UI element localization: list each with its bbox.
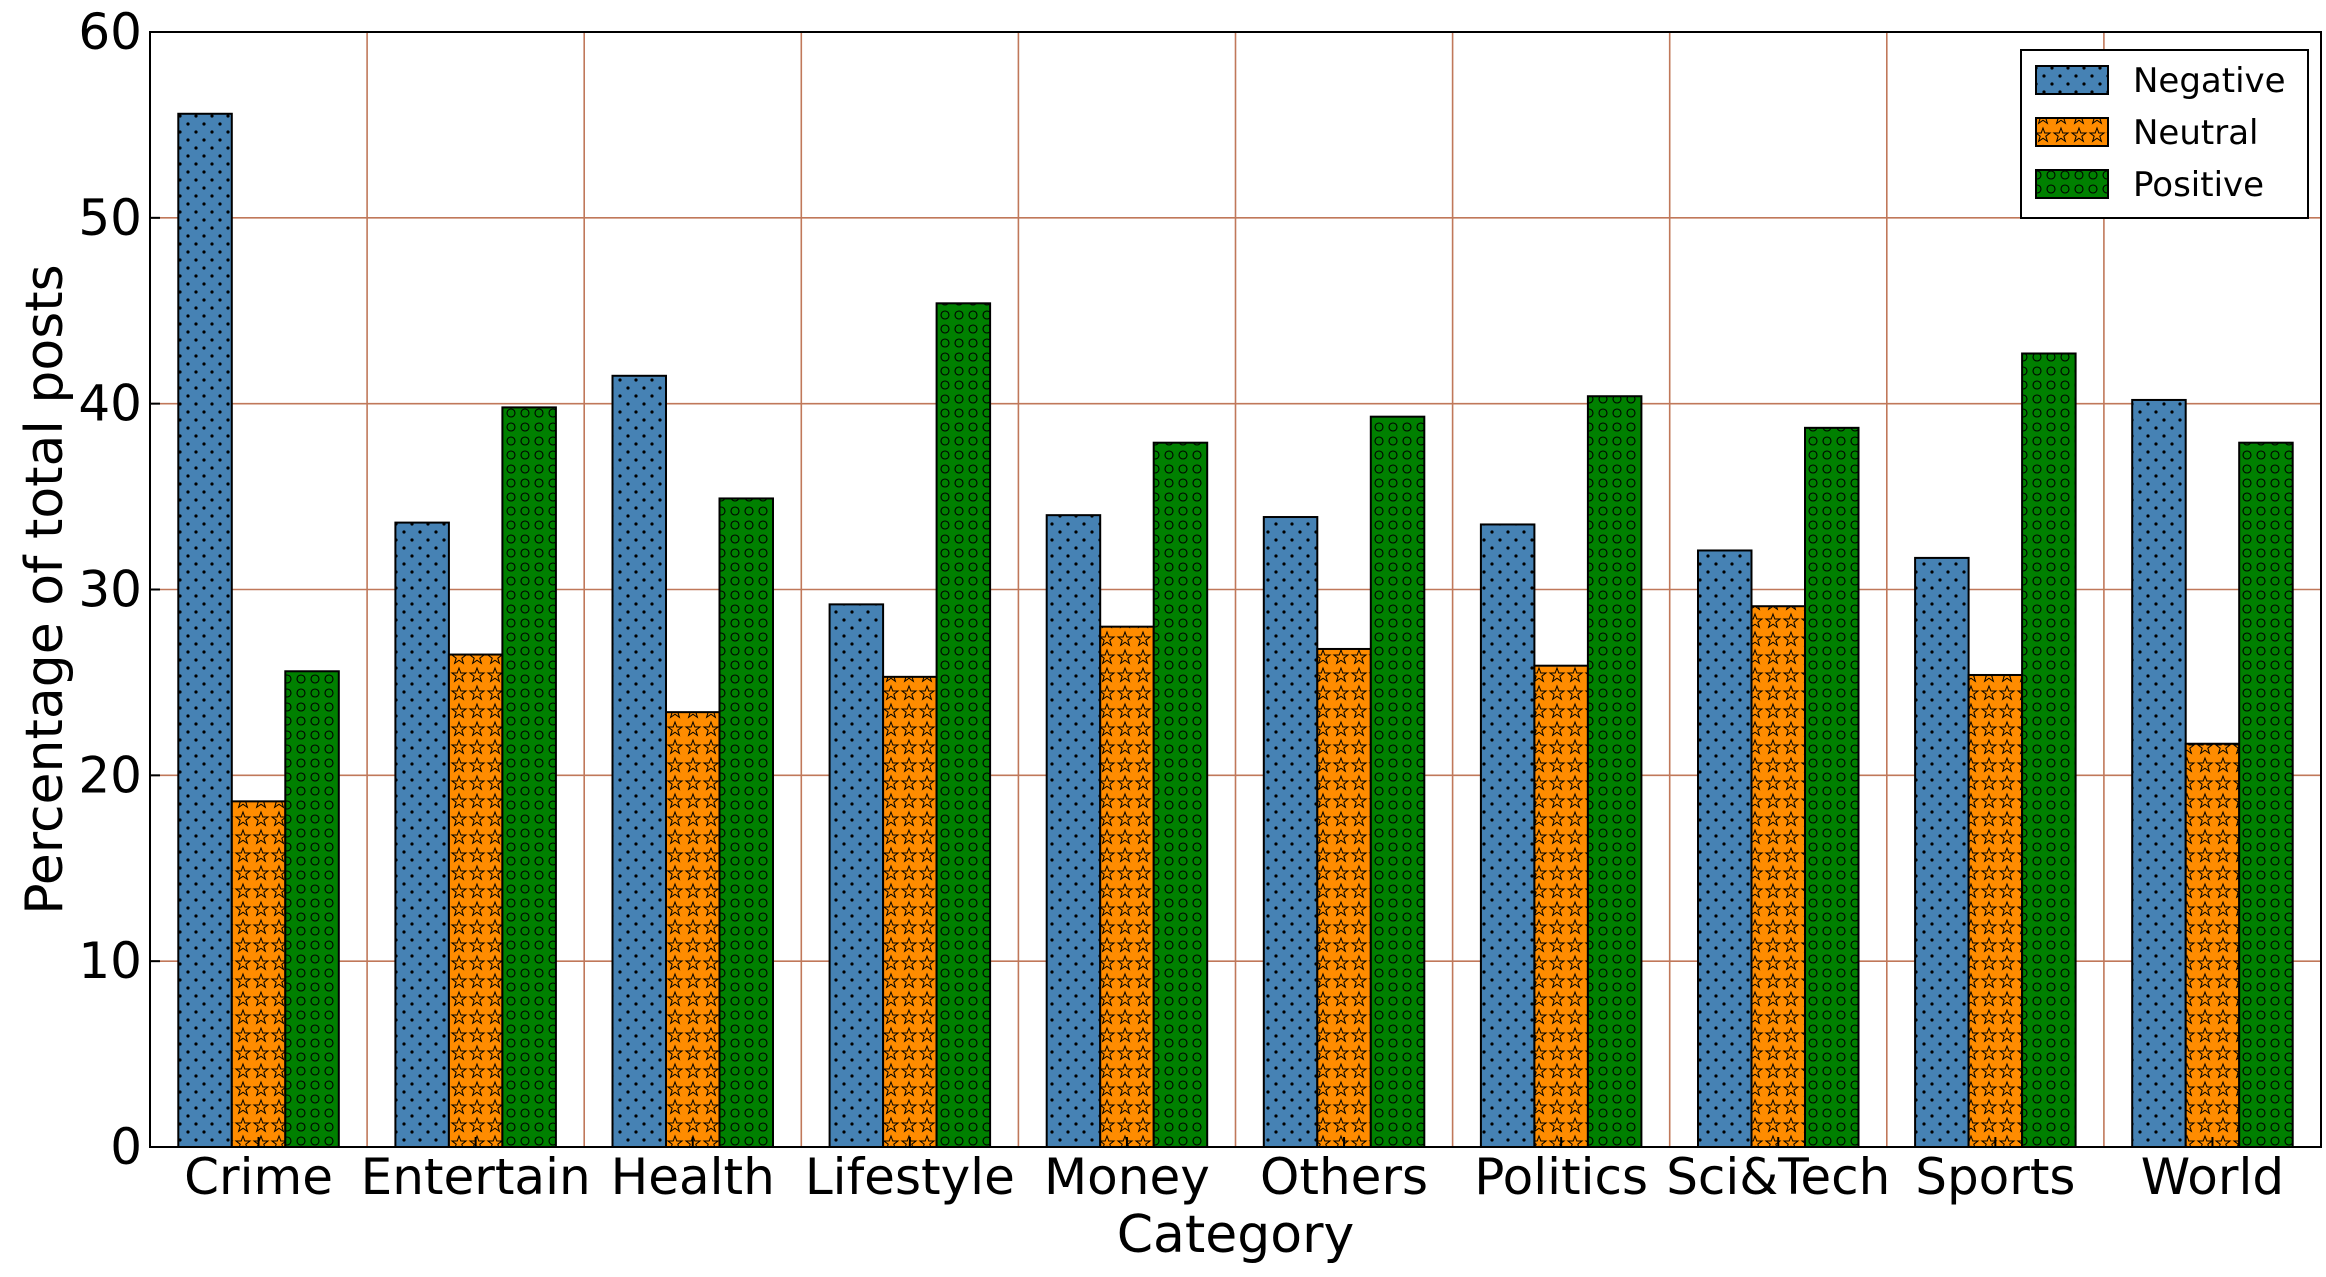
bar-negative-0 [177, 112, 233, 1148]
y-axis-label: Percentage of total posts [15, 264, 75, 915]
bar-positive-8 [2021, 352, 2077, 1149]
bar-neutral-9 [2184, 742, 2241, 1148]
bar-positive-7 [1804, 426, 1860, 1148]
bar-positive-1 [501, 406, 557, 1148]
bar-negative-1 [394, 521, 450, 1148]
bar-neutral-5 [1316, 647, 1372, 1148]
bar-positive-6 [1586, 395, 1643, 1148]
y-tick-label-60: 60 [78, 3, 142, 61]
bar-neutral-8 [1967, 673, 2024, 1148]
legend-swatch-negative [2035, 65, 2109, 95]
bar-negative-2 [611, 374, 667, 1148]
y-tick-label-20: 20 [78, 746, 142, 804]
bar-positive-5 [1369, 415, 1426, 1148]
bar-neutral-2 [665, 711, 721, 1149]
x-tick-label-9: World [2141, 1148, 2284, 1206]
legend-label-neutral: Neutral [2133, 113, 2259, 153]
bar-neutral-6 [1533, 664, 1589, 1148]
x-tick-label-2: Health [611, 1148, 775, 1206]
x-axis-ticks: Crime Entertain Health Lifestyle Money Others… [184, 1137, 2284, 1206]
bar-positive-0 [284, 670, 340, 1148]
bar-neutral-7 [1750, 605, 1806, 1148]
y-tick-label-0: 0 [110, 1118, 142, 1176]
bar-negative-9 [2131, 398, 2187, 1148]
bar-negative-5 [1262, 516, 1319, 1148]
y-tick-label-40: 40 [78, 375, 142, 433]
bar-positive-4 [1152, 441, 1209, 1149]
x-tick-label-4: Money [1044, 1148, 1210, 1206]
y-tick-label-50: 50 [78, 189, 142, 247]
legend-swatch-positive [2035, 169, 2109, 199]
legend: Negative Neutral Positive [2020, 49, 2309, 219]
bar-positive-2 [718, 497, 774, 1149]
legend-label-positive: Positive [2133, 165, 2264, 205]
bar-neutral-1 [447, 653, 504, 1149]
bar-positive-3 [935, 302, 992, 1149]
bar-negative-3 [828, 603, 885, 1148]
legend-swatch-neutral [2035, 117, 2109, 147]
bar-negative-4 [1045, 514, 1102, 1148]
y-tick-label-30: 30 [78, 561, 142, 619]
bar-neutral-3 [882, 675, 938, 1148]
x-tick-label-0: Crime [184, 1148, 333, 1206]
bar-negative-6 [1479, 523, 1536, 1148]
bar-neutral-4 [1099, 625, 1155, 1148]
bar-positive-9 [2238, 441, 2294, 1149]
x-tick-label-7: Sci&Tech [1666, 1148, 1890, 1206]
legend-label-negative: Negative [2133, 61, 2286, 101]
bar-negative-8 [1914, 556, 1970, 1148]
x-tick-label-8: Sports [1915, 1148, 2075, 1206]
x-tick-label-5: Others [1260, 1148, 1428, 1206]
x-tick-label-1: Entertain [361, 1148, 591, 1206]
y-tick-label-10: 10 [78, 932, 142, 990]
x-axis-label: Category [1117, 1205, 1355, 1265]
y-axis-ticks: 0 10 20 30 40 50 60 [78, 3, 160, 1176]
x-tick-label-6: Politics [1474, 1148, 1648, 1206]
x-tick-label-3: Lifestyle [805, 1148, 1015, 1206]
bars [177, 112, 2294, 1149]
bar-neutral-0 [230, 800, 287, 1148]
bar-negative-7 [1697, 549, 1753, 1148]
